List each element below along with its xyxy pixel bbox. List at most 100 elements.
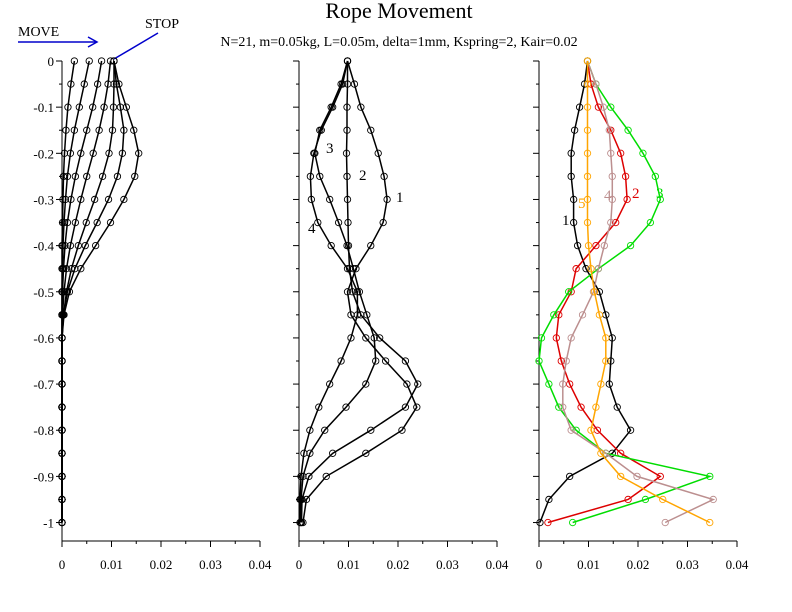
data-point xyxy=(621,172,630,181)
data-point xyxy=(353,288,362,296)
data-point xyxy=(322,472,330,481)
data-point xyxy=(58,495,66,504)
data-point xyxy=(370,334,378,342)
data-point xyxy=(353,311,362,319)
data-point xyxy=(89,149,97,157)
data-point xyxy=(104,80,112,88)
data-point xyxy=(108,126,117,134)
x-tick-label: 0.02 xyxy=(150,557,173,572)
data-point xyxy=(63,172,72,181)
data-point xyxy=(343,103,351,111)
data-point xyxy=(58,357,66,365)
y-tick-label: -1 xyxy=(43,516,54,531)
data-point xyxy=(565,288,573,296)
data-point xyxy=(326,380,334,388)
series-path xyxy=(586,61,711,524)
data-point xyxy=(130,126,138,134)
data-point xyxy=(602,357,610,365)
data-point xyxy=(555,403,563,411)
data-point xyxy=(60,149,69,157)
data-point xyxy=(659,495,667,504)
data-point xyxy=(357,103,365,111)
data-point xyxy=(58,472,66,481)
data-point xyxy=(307,195,316,204)
x-tick-label: 0.04 xyxy=(249,557,272,572)
data-point xyxy=(350,80,359,88)
stop-arrow xyxy=(113,32,159,60)
data-point xyxy=(362,380,370,388)
data-point xyxy=(83,172,91,181)
data-point xyxy=(297,472,305,481)
data-point xyxy=(600,241,608,250)
data-point xyxy=(62,126,70,134)
data-point xyxy=(71,172,80,181)
data-point xyxy=(572,265,580,273)
data-point xyxy=(75,103,83,111)
series-path xyxy=(562,60,716,524)
data-point xyxy=(381,357,390,365)
data-point xyxy=(296,518,304,527)
data-point xyxy=(82,218,90,227)
series-label: 2 xyxy=(359,168,367,184)
data-point xyxy=(626,241,635,250)
data-point xyxy=(583,149,592,157)
data-point xyxy=(578,311,587,319)
data-point xyxy=(605,380,613,388)
data-point xyxy=(329,449,337,457)
data-point xyxy=(567,172,575,181)
data-point xyxy=(113,172,122,181)
data-point xyxy=(641,495,650,504)
data-point xyxy=(587,265,595,273)
data-point xyxy=(337,357,345,365)
data-point xyxy=(597,449,605,457)
data-point xyxy=(595,311,604,319)
data-point xyxy=(315,403,323,411)
y-tick-label: -0.7 xyxy=(33,377,54,392)
data-point xyxy=(583,218,592,227)
data-point xyxy=(536,518,544,527)
data-point xyxy=(544,518,552,527)
data-point xyxy=(613,403,621,411)
x-tick-label: 0.01 xyxy=(337,557,360,572)
data-point xyxy=(83,126,91,134)
data-point xyxy=(559,403,567,411)
data-point xyxy=(656,195,664,204)
series-line xyxy=(535,57,714,527)
data-point xyxy=(367,126,375,134)
data-point xyxy=(583,80,592,88)
data-point xyxy=(362,449,370,457)
data-point xyxy=(569,518,577,527)
data-point xyxy=(109,103,118,111)
series-label: 3 xyxy=(656,186,664,202)
data-point xyxy=(367,426,375,434)
x-tick-label: 0.03 xyxy=(436,557,459,572)
y-tick-label: -0.9 xyxy=(33,469,54,484)
data-point xyxy=(624,495,632,504)
data-point xyxy=(372,357,380,365)
data-point xyxy=(326,195,334,204)
data-point xyxy=(617,149,625,157)
data-point xyxy=(626,426,635,434)
data-point xyxy=(70,126,79,134)
x-tick-label: 0.03 xyxy=(199,557,222,572)
data-point xyxy=(89,103,97,111)
data-point xyxy=(58,426,66,434)
series-line xyxy=(296,57,362,527)
data-point xyxy=(58,518,66,527)
series-label: 1 xyxy=(396,190,404,206)
data-point xyxy=(413,403,421,411)
x-tick-label: 0 xyxy=(536,557,543,572)
series-label: 1 xyxy=(562,213,570,229)
data-point xyxy=(120,126,128,134)
data-point xyxy=(343,126,351,134)
data-point xyxy=(110,57,118,65)
data-point xyxy=(617,472,625,481)
series-line xyxy=(297,57,380,527)
data-point xyxy=(624,126,632,134)
data-point xyxy=(66,149,75,157)
y-tick-label: -0.6 xyxy=(33,331,54,346)
data-point xyxy=(342,149,351,157)
data-point xyxy=(575,103,584,111)
data-point xyxy=(300,449,308,457)
panel-2: 0 0.01 0.02 0.03 0.04 1 2 3 4 xyxy=(293,57,509,572)
